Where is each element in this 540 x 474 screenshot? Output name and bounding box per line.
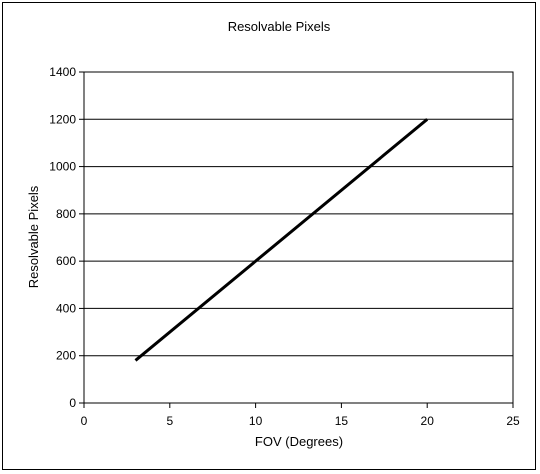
y-tick-label: 1000 <box>49 160 76 174</box>
y-tick-label: 1200 <box>49 112 76 126</box>
y-tick-label: 800 <box>56 207 76 221</box>
series-layer <box>134 118 429 362</box>
chart-frame <box>2 2 536 470</box>
gridlines <box>84 118 513 357</box>
plot-area <box>83 71 514 404</box>
y-axis-ticks: 0 200 400 600 800 1000 1200 1400 <box>49 65 84 410</box>
x-tick-label: 20 <box>421 414 435 428</box>
x-axis-label: FOV (Degrees) <box>255 434 343 449</box>
x-tick-label: 25 <box>506 414 520 428</box>
series-line-0 <box>134 118 429 362</box>
chart-title: Resolvable Pixels <box>228 19 331 34</box>
x-tick-label: 5 <box>166 414 173 428</box>
x-tick-label: 0 <box>81 414 88 428</box>
x-tick-label: 15 <box>335 414 349 428</box>
y-tick-label: 200 <box>56 349 76 363</box>
y-tick-label: 400 <box>56 301 76 315</box>
y-tick-label: 1400 <box>49 65 76 79</box>
x-axis-ticks: 0 5 10 15 20 25 <box>81 403 520 428</box>
y-tick-label: 600 <box>56 254 76 268</box>
x-tick-label: 10 <box>249 414 263 428</box>
y-tick-label: 0 <box>69 396 76 410</box>
y-axis-label: Resolvable Pixels <box>26 185 41 288</box>
